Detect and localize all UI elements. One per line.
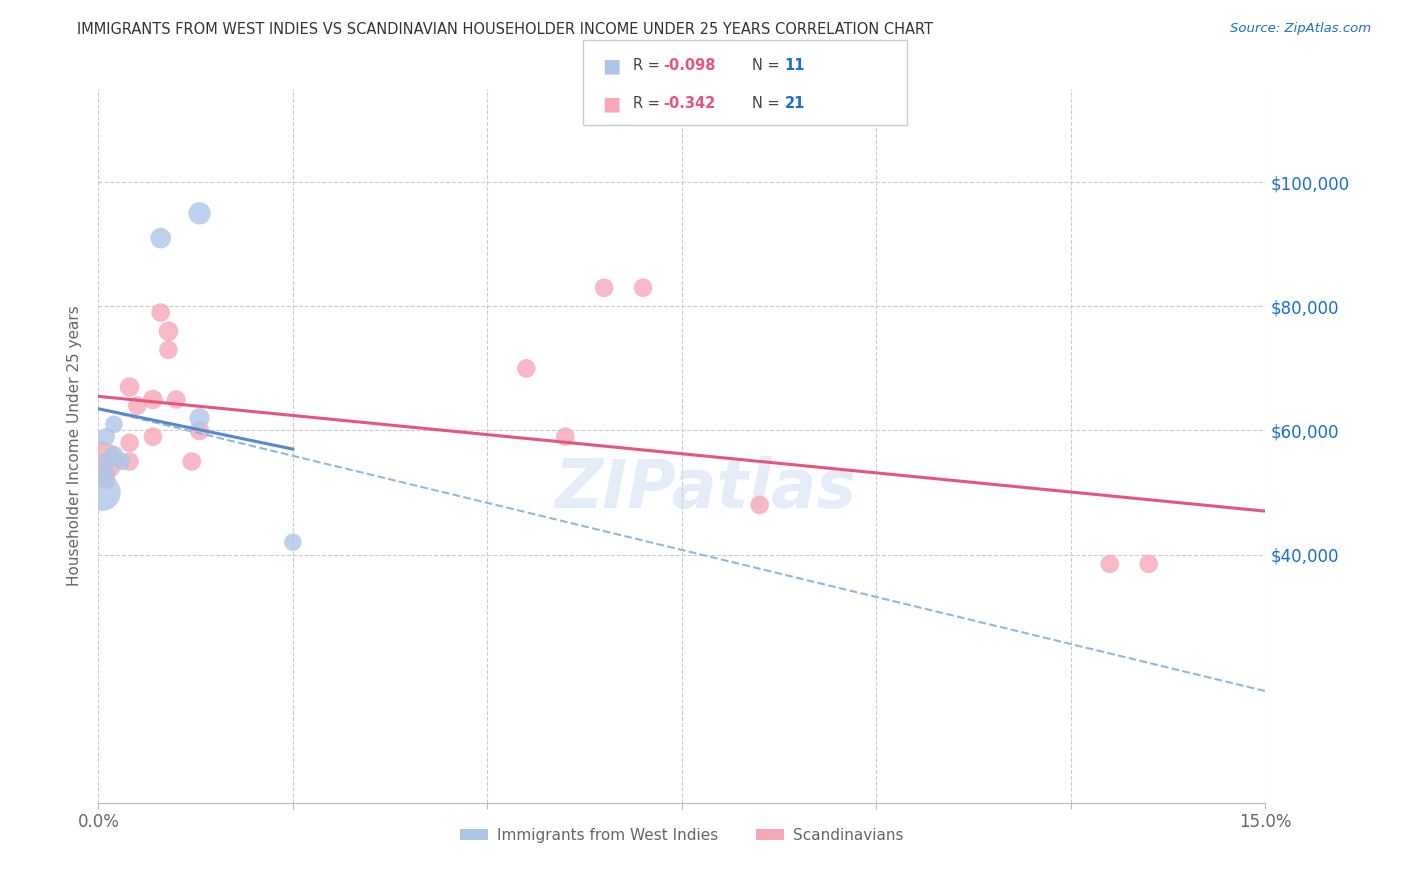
Point (111, 454, 134, 468)
Point (554, 430, 576, 444)
Point (91, 454, 114, 468)
Text: N =: N = (752, 58, 780, 73)
Text: ■: ■ (602, 95, 620, 113)
Point (188, 424, 211, 438)
Point (96, 430, 118, 444)
Point (748, 498, 770, 512)
Point (103, 448, 125, 462)
Text: IMMIGRANTS FROM WEST INDIES VS SCANDINAVIAN HOUSEHOLDER INCOME UNDER 25 YEARS CO: IMMIGRANTS FROM WEST INDIES VS SCANDINAV… (77, 22, 934, 37)
Text: 21: 21 (785, 96, 804, 112)
Point (631, 281, 654, 295)
Text: Source: ZipAtlas.com: Source: ZipAtlas.com (1230, 22, 1371, 36)
Point (142, 430, 165, 444)
Point (188, 411, 211, 425)
Point (157, 324, 180, 338)
Text: 11: 11 (785, 58, 806, 73)
Point (157, 343, 180, 357)
Point (188, 206, 211, 220)
Point (281, 535, 304, 549)
Point (118, 380, 141, 394)
Point (1137, 557, 1160, 571)
Point (149, 305, 172, 319)
Text: ■: ■ (602, 56, 620, 75)
Point (96, 467, 118, 481)
Legend: Immigrants from West Indies, Scandinavians: Immigrants from West Indies, Scandinavia… (454, 822, 910, 848)
Text: ZIPatlas: ZIPatlas (554, 456, 856, 522)
Point (180, 454, 202, 468)
Point (142, 392, 165, 407)
Point (127, 399, 149, 413)
Text: -0.098: -0.098 (664, 58, 716, 73)
Point (91, 485, 114, 500)
Y-axis label: Householder Income Under 25 years: Householder Income Under 25 years (67, 306, 83, 586)
Text: R =: R = (633, 96, 659, 112)
Point (96, 454, 118, 468)
Point (165, 392, 187, 407)
Point (118, 436, 141, 450)
Text: R =: R = (633, 58, 659, 73)
Point (118, 454, 141, 468)
Point (103, 417, 125, 432)
Text: -0.342: -0.342 (664, 96, 716, 112)
Point (96, 473, 118, 487)
Point (515, 361, 537, 376)
Point (149, 231, 172, 245)
Point (593, 281, 616, 295)
Point (1098, 557, 1121, 571)
Text: N =: N = (752, 96, 780, 112)
